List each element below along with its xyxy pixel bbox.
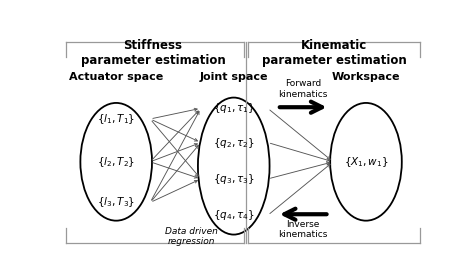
- Text: $\{q_3, \tau_3\}$: $\{q_3, \tau_3\}$: [213, 172, 255, 186]
- Text: $\{l_2, T_2\}$: $\{l_2, T_2\}$: [97, 155, 136, 169]
- Text: $\{X_1, w_1\}$: $\{X_1, w_1\}$: [344, 155, 388, 169]
- Text: Forward
kinematics: Forward kinematics: [279, 79, 328, 99]
- Text: $\{q_2, \tau_2\}$: $\{q_2, \tau_2\}$: [213, 136, 255, 150]
- Text: Joint space: Joint space: [200, 72, 268, 82]
- Text: Inverse
kinematics: Inverse kinematics: [279, 220, 328, 239]
- Text: Actuator space: Actuator space: [69, 72, 164, 82]
- Text: $\{l_1, T_1\}$: $\{l_1, T_1\}$: [97, 112, 136, 126]
- Text: Data driven
regression: Data driven regression: [165, 227, 218, 247]
- Text: $\{q_4, \tau_4\}$: $\{q_4, \tau_4\}$: [213, 208, 255, 222]
- Text: Stiffness
parameter estimation: Stiffness parameter estimation: [81, 39, 225, 67]
- Text: $\{l_3, T_3\}$: $\{l_3, T_3\}$: [97, 195, 136, 209]
- Text: $\{q_1, \tau_1\}$: $\{q_1, \tau_1\}$: [213, 101, 255, 115]
- Text: Workspace: Workspace: [332, 72, 400, 82]
- Text: Kinematic
parameter estimation: Kinematic parameter estimation: [262, 39, 406, 67]
